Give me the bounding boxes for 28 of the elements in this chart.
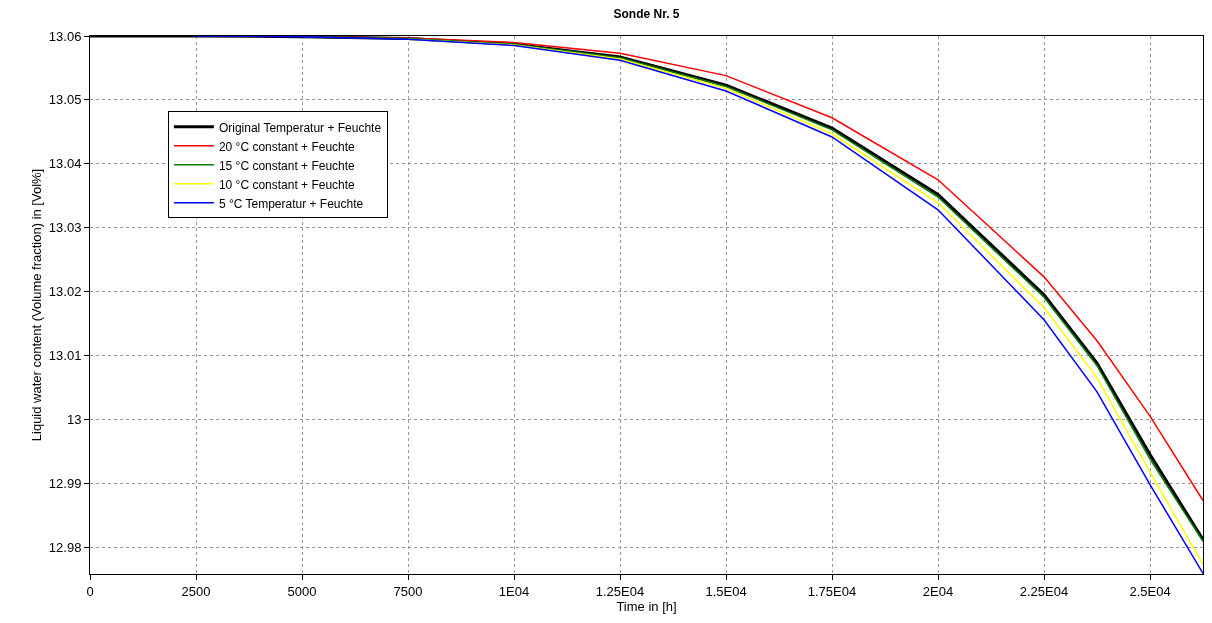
y-tick-label: 13.03 [48, 220, 82, 236]
y-tick-label: 13.04 [48, 156, 82, 172]
legend-label: 5 °C Temperatur + Feuchte [218, 196, 364, 211]
x-tick-label: 2.25E04 [1019, 583, 1069, 599]
y-tick-label: 13.01 [48, 348, 82, 364]
y-tick-label: 12.98 [48, 539, 82, 555]
legend-label: 10 °C constant + Feuchte [218, 177, 356, 192]
y-tick-label: 13.06 [48, 28, 82, 44]
x-tick-label: 1.25E04 [595, 583, 645, 599]
y-tick-label: 13 [66, 411, 82, 427]
x-tick-label: 1.75E04 [807, 583, 857, 599]
x-tick-label: 2.5E04 [1129, 583, 1171, 599]
x-tick-label: 1E04 [498, 583, 530, 599]
chart-title: Sonde Nr. 5 [613, 6, 680, 21]
y-tick-label: 13.02 [48, 284, 82, 300]
y-tick-label: 13.05 [48, 92, 82, 108]
y-tick-label: 12.99 [48, 475, 82, 491]
x-tick-label: 2E04 [922, 583, 954, 599]
x-axis-title: Time in [h] [616, 598, 677, 614]
x-tick-label: 0 [86, 583, 94, 599]
legend-label: 15 °C constant + Feuchte [218, 158, 356, 173]
y-axis-title: Liquid water content (Volume fraction) in [Vol%] [28, 168, 44, 442]
x-tick-label: 5000 [287, 583, 317, 599]
x-tick-label: 7500 [393, 583, 423, 599]
legend-label: 20 °C constant + Feuchte [218, 139, 356, 154]
x-tick-label: 1.5E04 [705, 583, 747, 599]
legend-label: Original Temperatur + Feuchte [218, 120, 382, 135]
x-tick-label: 2500 [181, 583, 211, 599]
